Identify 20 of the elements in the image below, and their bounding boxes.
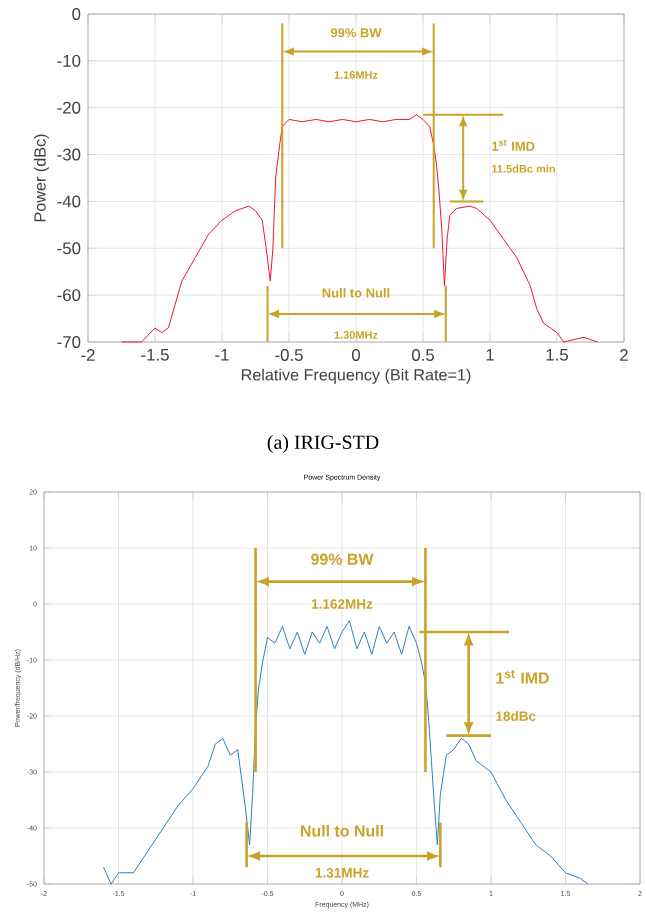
y-tick-label: -50 <box>57 242 81 255</box>
y-tick-label: -60 <box>57 289 81 302</box>
y-tick-label: -40 <box>57 195 81 208</box>
x-tick-label: 0 <box>351 349 361 361</box>
x-tick-label: -2 <box>81 349 95 361</box>
y-tick-label: 0 <box>72 8 81 20</box>
x-axis-title: Relative Frequency (Bit Rate=1) <box>241 368 471 384</box>
x-tick-label: 1.5 <box>546 349 568 361</box>
x-tick-label: 1 <box>486 349 494 361</box>
text: (a) IRIG-STD <box>267 434 379 454</box>
x-tick-label: -1.5 <box>141 349 169 361</box>
y-tick-label: -30 <box>57 148 81 161</box>
y-tick-label: -20 <box>57 101 81 114</box>
y-tick-label: -70 <box>57 336 81 348</box>
y-axis-title: Power (dBc) <box>33 134 49 222</box>
x-tick-label: 2 <box>620 349 628 361</box>
y-tick-label: -10 <box>57 54 81 67</box>
x-tick-label: -0.5 <box>275 349 303 361</box>
x-tick-label: 0.5 <box>411 349 434 361</box>
x-tick-label: -1 <box>215 349 229 361</box>
